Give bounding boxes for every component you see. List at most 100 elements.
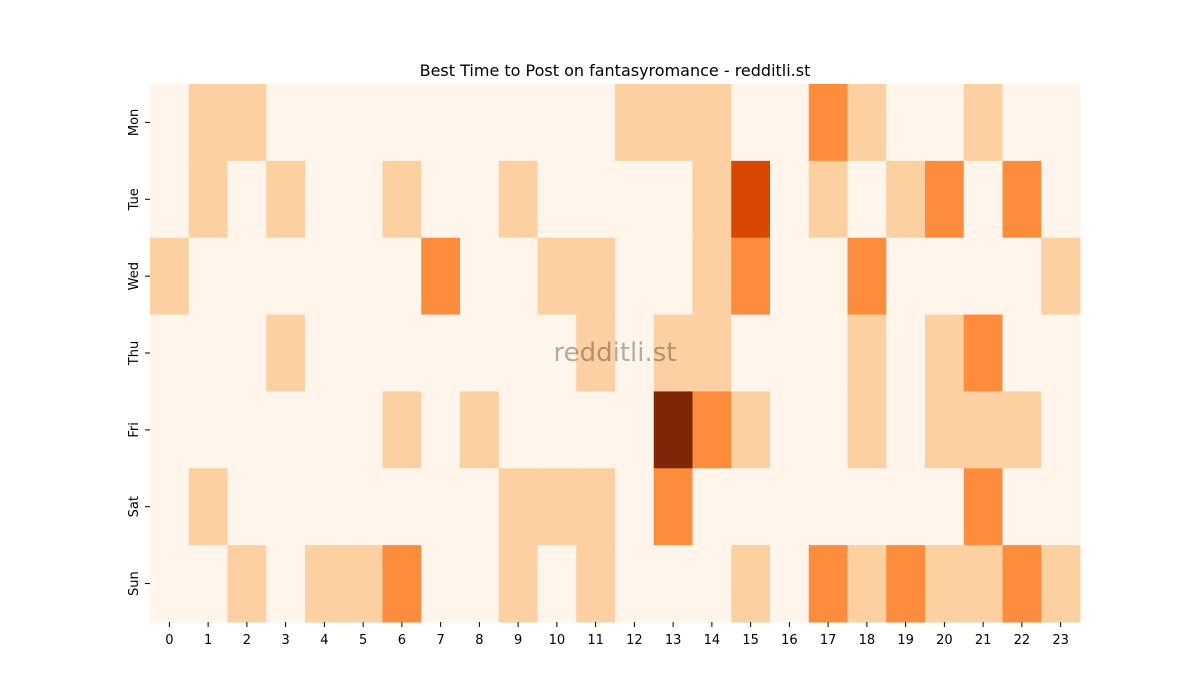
heatmap-cell-tue-7 — [421, 160, 461, 239]
heatmap-cell-thu-18 — [847, 314, 887, 392]
heatmap-cell-wed-20 — [925, 237, 965, 316]
heatmap-cell-sat-0 — [150, 468, 190, 546]
heatmap-cell-mon-22 — [1002, 84, 1042, 162]
heatmap-cell-tue-2 — [227, 160, 267, 239]
heatmap-cell-fri-21 — [963, 391, 1003, 469]
heatmap-cell-sun-6 — [382, 545, 422, 623]
heatmap-cell-tue-5 — [343, 160, 383, 239]
heatmap-cell-sun-5 — [343, 545, 383, 623]
heatmap-cell-wed-9 — [498, 237, 538, 316]
heatmap-cell-fri-23 — [1041, 391, 1081, 469]
heatmap-cell-sat-23 — [1041, 468, 1081, 546]
heatmap-cell-wed-1 — [188, 237, 228, 316]
heatmap-cell-fri-0 — [150, 391, 190, 469]
heatmap-cell-sun-22 — [1002, 545, 1042, 623]
heatmap-cell-mon-20 — [925, 84, 965, 162]
heatmap-cell-mon-17 — [808, 84, 848, 162]
x-tick-label: 15 — [742, 633, 759, 648]
heatmap-cell-tue-19 — [886, 160, 926, 239]
heatmap-cell-thu-9 — [498, 314, 538, 392]
heatmap-cell-wed-13 — [653, 237, 693, 316]
heatmap-cell-sat-4 — [305, 468, 345, 546]
heatmap-cell-mon-7 — [421, 84, 461, 162]
heatmap-cell-tue-3 — [266, 160, 306, 239]
heatmap-cell-thu-4 — [305, 314, 345, 392]
x-tick-label: 23 — [1052, 633, 1069, 648]
heatmap-cell-fri-7 — [421, 391, 461, 469]
heatmap-cell-fri-17 — [808, 391, 848, 469]
heatmap-cell-sat-21 — [963, 468, 1003, 546]
x-tick-label: 13 — [665, 633, 682, 648]
x-tick-label: 1 — [204, 633, 212, 648]
heatmap-cell-mon-18 — [847, 84, 887, 162]
heatmap-cell-thu-7 — [421, 314, 461, 392]
x-tick-label: 14 — [704, 633, 721, 648]
heatmap-cell-fri-14 — [692, 391, 732, 469]
heatmap-cell-tue-8 — [460, 160, 500, 239]
heatmap-cell-wed-6 — [382, 237, 422, 316]
heatmap-cell-mon-13 — [653, 84, 693, 162]
heatmap-cell-fri-5 — [343, 391, 383, 469]
heatmap-cell-fri-18 — [847, 391, 887, 469]
heatmap-cell-tue-10 — [537, 160, 577, 239]
heatmap-cell-tue-4 — [305, 160, 345, 239]
heatmap-cell-tue-6 — [382, 160, 422, 239]
x-tick-label: 6 — [398, 633, 406, 648]
heatmap-cell-sat-15 — [731, 468, 771, 546]
heatmap-cell-tue-23 — [1041, 160, 1081, 239]
chart-title: Best Time to Post on fantasyromance - re… — [420, 61, 811, 80]
heatmap-cell-fri-13 — [653, 391, 693, 469]
x-tick-label: 5 — [359, 633, 367, 648]
heatmap-cell-thu-3 — [266, 314, 306, 392]
y-tick-label: Sat — [127, 496, 142, 517]
heatmap-cell-sat-16 — [770, 468, 810, 546]
heatmap-cell-wed-22 — [1002, 237, 1042, 316]
heatmap-cell-mon-10 — [537, 84, 577, 162]
heatmap-cell-sun-16 — [770, 545, 810, 623]
heatmap-cell-sat-11 — [576, 468, 616, 546]
heatmap-cell-mon-21 — [963, 84, 1003, 162]
heatmap-cell-thu-6 — [382, 314, 422, 392]
heatmap-cell-thu-13 — [653, 314, 693, 392]
x-tick-label: 0 — [165, 633, 173, 648]
heatmap-cell-thu-12 — [615, 314, 655, 392]
heatmap-cell-sat-14 — [692, 468, 732, 546]
heatmap-cell-tue-1 — [188, 160, 228, 239]
heatmap-cell-thu-8 — [460, 314, 500, 392]
heatmap-cell-tue-12 — [615, 160, 655, 239]
heatmap-cell-sun-2 — [227, 545, 267, 623]
heatmap-cell-tue-22 — [1002, 160, 1042, 239]
y-tick-label: Sun — [127, 571, 142, 596]
heatmap-cell-sat-8 — [460, 468, 500, 546]
heatmap-cell-wed-15 — [731, 237, 771, 316]
heatmap-cell-wed-12 — [615, 237, 655, 316]
x-tick-label: 21 — [975, 633, 992, 648]
heatmap-cell-thu-23 — [1041, 314, 1081, 392]
heatmap-cell-sun-1 — [188, 545, 228, 623]
x-tick-label: 2 — [243, 633, 251, 648]
heatmap-cell-thu-2 — [227, 314, 267, 392]
heatmap-cell-sun-10 — [537, 545, 577, 623]
heatmap-cell-tue-17 — [808, 160, 848, 239]
x-tick-label: 22 — [1014, 633, 1031, 648]
y-tick-label: Wed — [127, 262, 142, 290]
heatmap-cell-sat-1 — [188, 468, 228, 546]
x-tick-label: 20 — [936, 633, 953, 648]
heatmap-cell-thu-20 — [925, 314, 965, 392]
heatmap-cell-tue-13 — [653, 160, 693, 239]
heatmap-cell-wed-21 — [963, 237, 1003, 316]
heatmap-cell-fri-20 — [925, 391, 965, 469]
heatmap-cell-fri-10 — [537, 391, 577, 469]
heatmap-cell-fri-15 — [731, 391, 771, 469]
heatmap-cell-wed-5 — [343, 237, 383, 316]
heatmap-cell-sat-12 — [615, 468, 655, 546]
x-tick-label: 10 — [549, 633, 566, 648]
y-tick-label: Mon — [127, 109, 142, 136]
heatmap-cell-tue-21 — [963, 160, 1003, 239]
heatmap-cell-wed-18 — [847, 237, 887, 316]
heatmap-cell-mon-9 — [498, 84, 538, 162]
heatmap-cell-sun-21 — [963, 545, 1003, 623]
x-tick-label: 11 — [587, 633, 604, 648]
heatmap-cells — [150, 84, 1081, 623]
heatmap-cell-fri-11 — [576, 391, 616, 469]
